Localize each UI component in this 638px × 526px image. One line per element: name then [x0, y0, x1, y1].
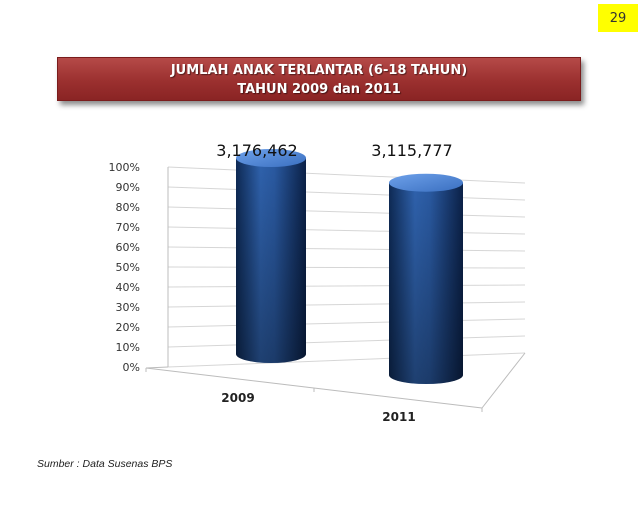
- bar-top: [236, 149, 306, 167]
- gridline: [167, 301, 526, 308]
- bar-shading: [389, 182, 463, 384]
- gridline: [167, 284, 526, 288]
- y-tick-label: 90%: [116, 181, 140, 194]
- y-tick-label: 0%: [123, 361, 140, 374]
- category-label: 2009: [221, 391, 254, 405]
- chart-labels: 3,176,462 2009 3,115,777 2011: [216, 141, 452, 424]
- y-tick-label: 60%: [116, 241, 140, 254]
- y-tick-label: 40%: [116, 281, 140, 294]
- y-tick-label: 80%: [116, 201, 140, 214]
- y-tick-label: 50%: [116, 261, 140, 274]
- data-label: 3,176,462: [216, 141, 297, 160]
- y-axis-ticks: 0% 10% 20% 30% 40% 50% 60% 70% 80% 90% 100%: [109, 161, 140, 374]
- category-label: 2011: [382, 410, 415, 424]
- gridline: [167, 246, 526, 252]
- floor-right-edge: [481, 352, 526, 409]
- chart-title-line-1: JUMLAH ANAK TERLANTAR (6-18 TAHUN): [170, 63, 468, 78]
- gridline: [167, 352, 526, 368]
- chart-gridlines: [167, 166, 526, 368]
- page-number: 29: [598, 4, 638, 32]
- data-label: 3,115,777: [371, 141, 452, 160]
- chart-bars: [236, 149, 463, 384]
- gridline: [167, 335, 526, 348]
- gridline: [167, 226, 526, 235]
- floor-left-edge: [145, 366, 169, 369]
- gridline: [167, 166, 526, 184]
- y-tick-label: 10%: [116, 341, 140, 354]
- source-note: Sumber : Data Susenas BPS: [37, 458, 173, 470]
- bar-2009: [236, 149, 306, 363]
- cylinder-bar-chart: 0% 10% 20% 30% 40% 50% 60% 70% 80% 90% 100% 3,176,…: [109, 141, 526, 424]
- gridline: [167, 206, 526, 218]
- bar-shading: [236, 158, 306, 363]
- y-tick-label: 20%: [116, 321, 140, 334]
- gridline: [167, 266, 526, 269]
- chart-title-banner: JUMLAH ANAK TERLANTAR (6-18 TAHUN) TAHUN…: [57, 57, 581, 101]
- y-tick-label: 70%: [116, 221, 140, 234]
- y-tick-label: 100%: [109, 161, 140, 174]
- bar-2011: [389, 173, 463, 384]
- chart-axes: [145, 167, 526, 412]
- gridline: [167, 318, 526, 328]
- gridline: [167, 186, 526, 201]
- chart-title-line-2: TAHUN 2009 dan 2011: [237, 82, 401, 97]
- bar-top: [389, 173, 463, 192]
- y-tick-label: 30%: [116, 301, 140, 314]
